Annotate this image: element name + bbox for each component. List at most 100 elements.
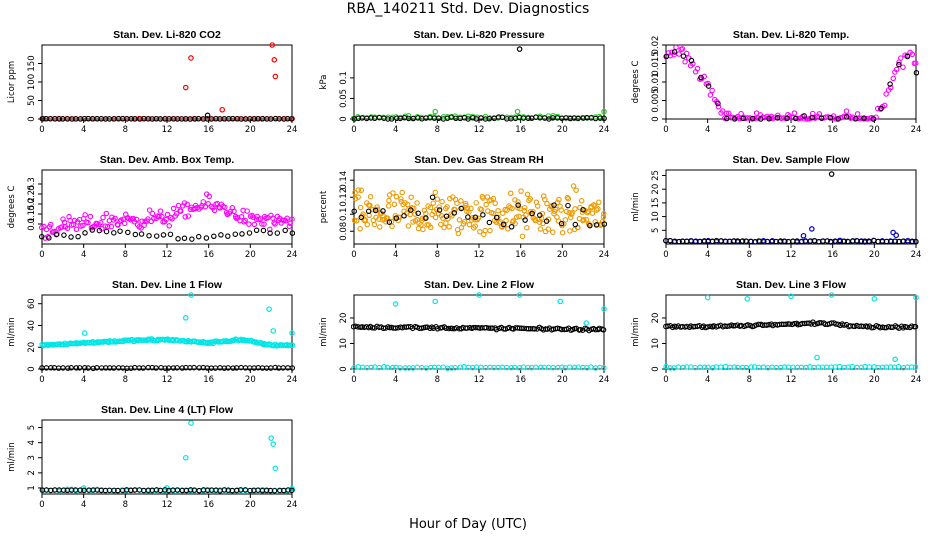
x-tick-label: 20: [557, 125, 568, 135]
data-point-outlier: [828, 171, 835, 177]
data-point: [82, 364, 88, 371]
data-point: [260, 227, 267, 234]
data-point: [524, 224, 530, 231]
data-point: [680, 364, 687, 371]
x-tick-label: 8: [123, 375, 128, 385]
data-point: [523, 212, 529, 218]
y-axis-label: percent: [319, 190, 329, 223]
data-point: [82, 212, 88, 218]
x-tick-label: 20: [869, 125, 880, 135]
data-point: [707, 323, 714, 330]
data-point: [358, 187, 365, 194]
data-point: [739, 238, 746, 244]
panel-7: Stan. Dev. Line 1 Flow ml/min 0 4 8 12 16 20 24 0…: [7, 279, 297, 385]
data-point: [500, 210, 506, 216]
data-point: [436, 207, 443, 213]
data-point-outlier: [219, 106, 226, 113]
data-point: [178, 208, 184, 214]
data-point: [518, 188, 524, 194]
data-point-outlier: [182, 84, 189, 91]
data-point: [412, 211, 418, 217]
data-point: [77, 487, 84, 493]
data-point: [427, 204, 434, 211]
x-tick-label: 0: [351, 125, 356, 135]
data-point: [512, 220, 518, 227]
data-point-outlier: [272, 465, 279, 472]
x-tick-label: 4: [705, 125, 710, 135]
data-point: [284, 215, 290, 222]
data-point: [578, 197, 585, 204]
data-point: [455, 230, 462, 237]
data-point: [222, 204, 228, 211]
data-point: [556, 196, 562, 203]
data-point: [709, 324, 716, 330]
data-point: [487, 227, 493, 234]
data-point: [688, 57, 695, 64]
data-point: [686, 324, 693, 331]
data-point: [571, 364, 578, 371]
data-point: [76, 365, 83, 371]
data-point: [472, 214, 479, 221]
data-point-outlier: [516, 46, 523, 52]
data-point: [432, 214, 439, 221]
data-point: [251, 221, 258, 228]
data-points: [351, 183, 607, 240]
data-point: [103, 116, 109, 122]
y-tick-label: 0.08: [339, 222, 349, 241]
data-point: [381, 364, 387, 370]
data-point: [456, 217, 463, 223]
data-point: [756, 238, 762, 244]
y-tick-label: 10: [651, 211, 661, 222]
y-tick-label: 20: [651, 313, 661, 324]
panel-6: Stan. Dev. Sample Flow ml/min 0 4 8 12 16 20 24 5…: [631, 154, 921, 260]
data-point: [420, 226, 426, 233]
data-point: [704, 324, 711, 330]
x-tick-label: 0: [663, 375, 668, 385]
data-point: [112, 215, 118, 222]
data-point: [743, 238, 749, 244]
y-tick-label: 0.015: [651, 51, 661, 75]
data-point: [376, 224, 383, 230]
data-point: [854, 111, 861, 117]
data-point: [680, 53, 687, 59]
data-point: [853, 115, 859, 122]
data-point: [458, 205, 464, 212]
data-point: [259, 221, 265, 227]
data-point: [430, 200, 436, 206]
data-point: [238, 213, 245, 220]
data-point: [438, 221, 444, 228]
data-point: [709, 364, 716, 371]
data-point-outlier: [271, 56, 278, 63]
data-point-outlier: [81, 330, 88, 336]
data-point: [878, 105, 884, 112]
data-point: [466, 221, 473, 228]
y-tick-label: 4: [27, 440, 37, 445]
panel-title: Stan. Dev. Li-820 Pressure: [413, 29, 544, 41]
data-point: [683, 50, 690, 57]
x-tick-label: 8: [123, 250, 128, 260]
data-point: [801, 113, 807, 119]
data-point: [887, 81, 893, 87]
data-point: [380, 325, 387, 332]
panel-title: Stan. Dev. Line 3 Flow: [736, 279, 847, 291]
data-point: [529, 210, 535, 217]
data-point-outlier: [704, 294, 711, 301]
data-point: [191, 364, 197, 371]
data-point: [892, 238, 898, 245]
x-tick-label: 0: [351, 250, 356, 260]
data-point: [352, 195, 359, 202]
data-point: [475, 215, 482, 221]
data-point: [386, 219, 393, 225]
panel-title: Stan. Dev. Sample Flow: [732, 154, 850, 166]
x-tick-label: 12: [474, 125, 485, 135]
data-point: [358, 214, 365, 221]
data-point: [419, 215, 426, 222]
data-point: [108, 223, 115, 230]
data-point: [206, 193, 213, 200]
y-tick-label: 0: [27, 116, 37, 121]
data-point: [486, 219, 493, 226]
data-point: [887, 364, 894, 370]
panel-9: Stan. Dev. Line 3 Flow ml/min 0 4 8 12 16 20 24 0…: [631, 279, 921, 385]
data-point-outlier: [557, 298, 564, 305]
y-tick-label: 0.01: [651, 73, 661, 92]
